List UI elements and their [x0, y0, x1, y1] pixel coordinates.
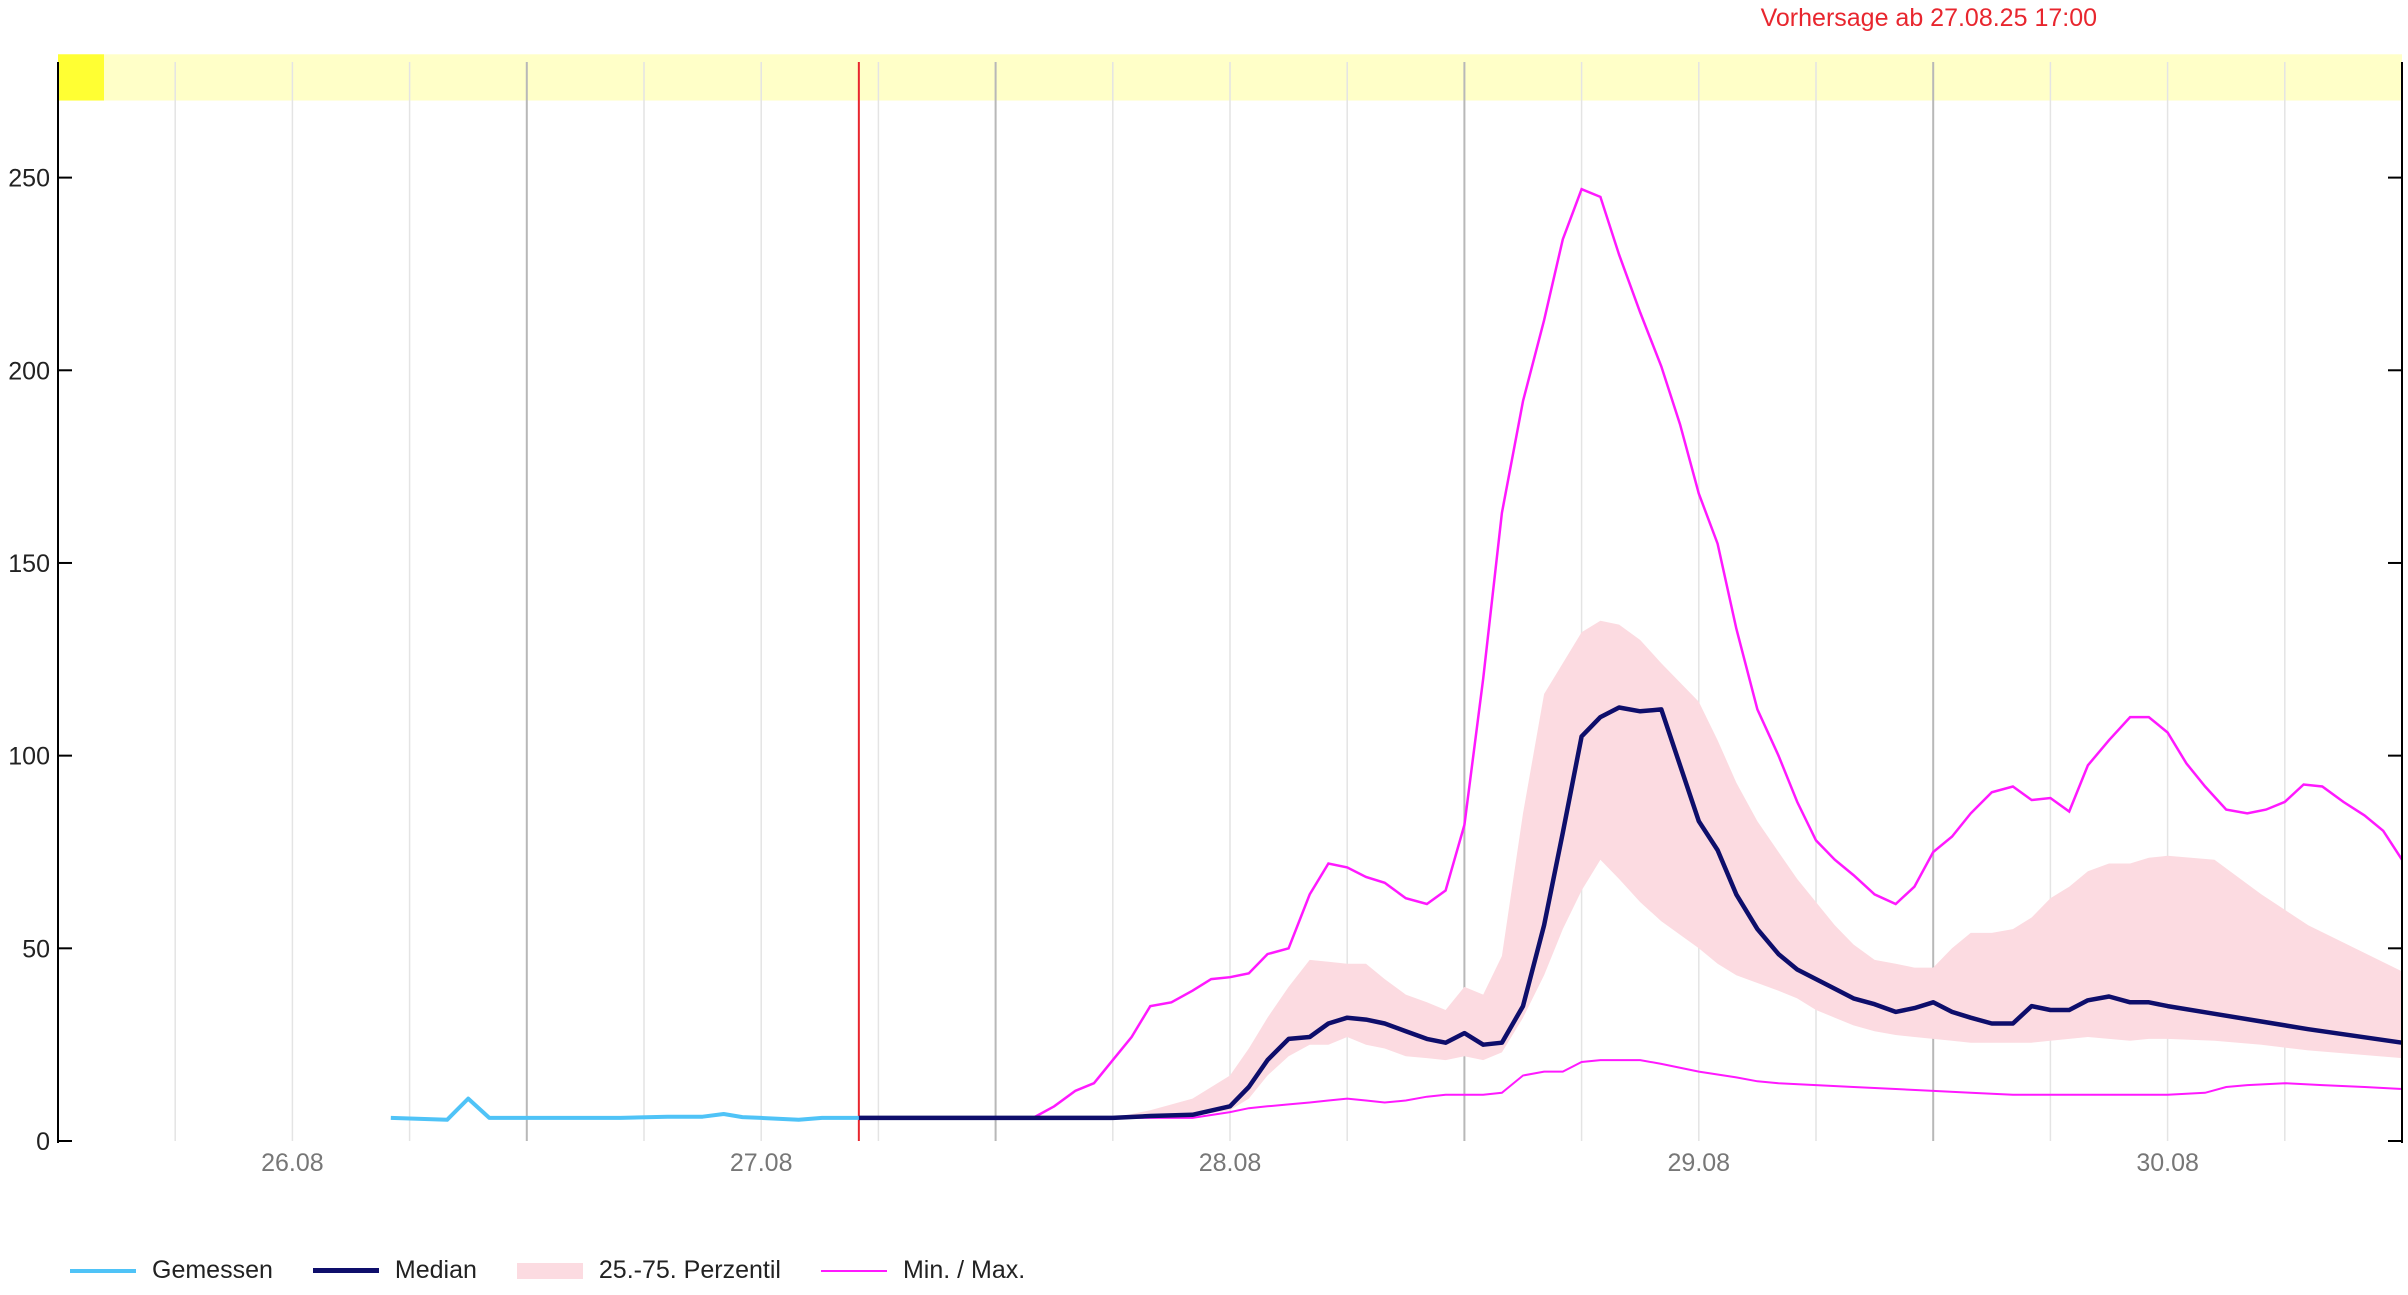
series-measured-line	[390, 1096, 859, 1122]
y-tick-label: 50	[22, 935, 50, 963]
y-tick-label: 100	[8, 743, 50, 771]
legend-swatch-median	[312, 1268, 379, 1273]
series-band-25-75	[858, 620, 2402, 1118]
x-tick-label: 30.08	[2136, 1149, 2199, 1177]
legend-item-measured: Gemessen	[70, 1256, 273, 1285]
y-tick-label: 250	[8, 165, 50, 193]
forecast-start-label: Vorhersage ab 27.08.25 17:00	[1760, 4, 2097, 32]
x-tick-label: 26.08	[261, 1149, 324, 1177]
legend-swatch-minmax	[820, 1269, 887, 1272]
y-tick-label: 150	[8, 550, 50, 578]
legend-label-minmax: Min. / Max.	[902, 1256, 1026, 1284]
x-tick-label: 27.08	[730, 1149, 793, 1177]
legend-item-band: 25.-75. Perzentil	[516, 1256, 781, 1285]
series-max-line	[858, 187, 2404, 1120]
legend-item-median: Median	[312, 1256, 477, 1285]
legend-item-minmax: Min. / Max.	[820, 1256, 1026, 1285]
legend-label-measured: Gemessen	[152, 1256, 273, 1284]
legend-label-median: Median	[394, 1256, 477, 1284]
series-median-line	[858, 705, 2403, 1121]
legend-label-band: 25.-75. Perzentil	[598, 1256, 781, 1284]
series-min-line	[858, 1059, 2403, 1119]
y-tick-label: 0	[36, 1128, 50, 1156]
legend: Gemessen Median 25.-75. Perzentil Min. /…	[70, 1256, 1065, 1285]
warning-band-marker	[58, 54, 104, 101]
y-tick-label: 200	[8, 357, 50, 385]
x-tick-label: 29.08	[1668, 1149, 1731, 1177]
x-tick-label: 28.08	[1199, 1149, 1262, 1177]
legend-swatch-measured	[70, 1268, 136, 1273]
legend-swatch-band	[516, 1262, 583, 1279]
